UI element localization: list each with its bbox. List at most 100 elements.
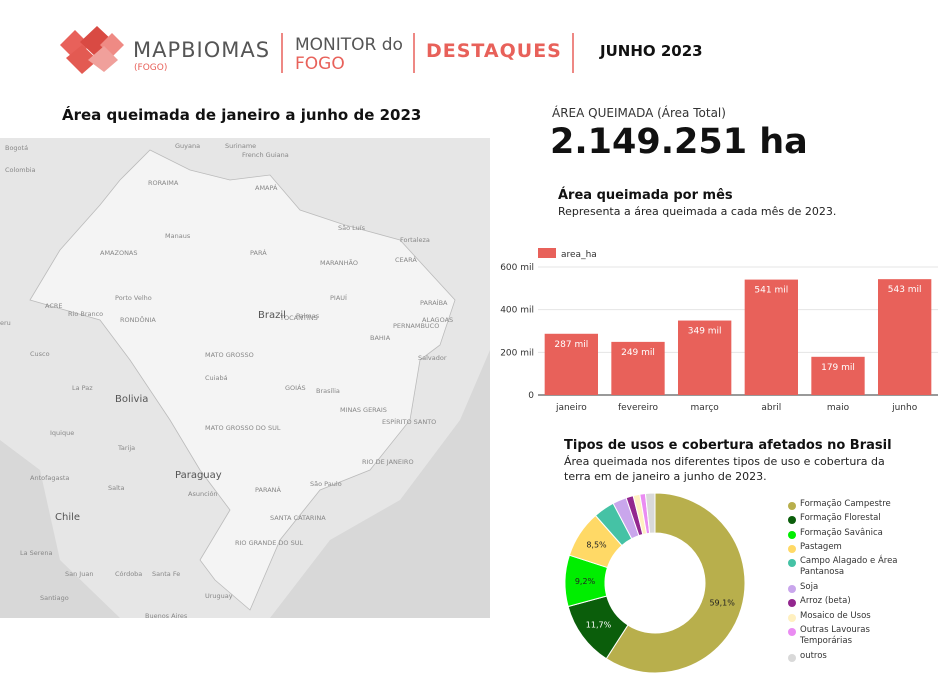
map-label: Santa Fe [152, 570, 180, 578]
map-label: São Paulo [310, 480, 342, 488]
map-label: MINAS GERAIS [340, 406, 387, 414]
map-label: Salta [108, 484, 124, 492]
slice-label: 9,2% [575, 577, 596, 586]
monitor: MONITOR do [295, 35, 403, 55]
x-tick-label: abril [761, 403, 781, 413]
bar-label: 287 mil [554, 340, 588, 350]
y-tick-label: 600 mil [500, 263, 534, 273]
map-label: Rio Branco [68, 310, 103, 318]
section: DESTAQUES [426, 40, 562, 62]
legend-dot [788, 614, 796, 622]
x-tick-label: fevereiro [618, 403, 659, 413]
brand-sub: (FOGO) [134, 63, 168, 73]
map-label: AMAZONAS [100, 249, 138, 257]
bar-label: 543 mil [888, 285, 922, 295]
legend-label: Campo Alagado e Área Pantanosa [800, 556, 898, 577]
map-label: PARÁ [250, 248, 267, 257]
map-label: Salvador [418, 354, 447, 362]
legend-dot [788, 559, 796, 567]
legend-label: Mosaico de Usos [800, 611, 871, 621]
monitor-fogo: FOGO [295, 54, 345, 74]
map-label: Santiago [40, 594, 69, 602]
bar-label: 249 mil [621, 348, 655, 358]
legend-label: Pastagem [800, 542, 842, 552]
map-label: RIO GRANDE DO SUL [235, 539, 303, 547]
map-label: São Luís [338, 224, 366, 232]
legend-label: Soja [800, 582, 819, 592]
bar [678, 320, 732, 395]
y-tick-label: 200 mil [500, 348, 534, 358]
map-label: TOCANTINS [279, 314, 318, 322]
kpi-label: ÁREA QUEIMADA (Área Total) [552, 106, 726, 120]
bar [744, 279, 798, 395]
legend-dot [788, 654, 796, 662]
legend-label: Outras Lavouras Temporárias [800, 625, 870, 646]
x-tick-label: janeiro [555, 403, 587, 413]
map-label: ALAGOAS [422, 316, 453, 324]
bar [544, 333, 598, 395]
map-label: Bogotá [5, 144, 28, 152]
map-label: Manaus [165, 232, 191, 240]
map-label: French Guiana [242, 151, 289, 159]
legend-dot [788, 545, 796, 553]
map-label: Iquique [50, 429, 74, 437]
bar-label: 179 mil [821, 363, 855, 373]
map-label: Brazil [258, 310, 286, 321]
map-label: La Paz [72, 384, 93, 392]
x-tick-label: junho [891, 403, 918, 413]
map-label: MATO GROSSO DO SUL [205, 424, 281, 432]
slice-label: 8,5% [586, 541, 607, 550]
map-label: Palmas [296, 312, 320, 320]
map-label: PARANÁ [255, 485, 282, 494]
map-label: GOIÁS [285, 383, 306, 392]
map-label: RORAIMA [148, 179, 179, 187]
bar-subtitle: Representa a área queimada a cada mês de… [558, 205, 837, 218]
legend-dot [788, 628, 796, 636]
map-label: ESPÍRITO SANTO [382, 417, 436, 426]
map-label: Porto Velho [115, 294, 152, 302]
map-label: Tarija [117, 444, 135, 452]
map-label: Suriname [225, 142, 256, 150]
donut-title: Tipos de usos e cobertura afetados no Br… [564, 438, 892, 453]
map-title: Área queimada de janeiro a junho de 2023 [62, 106, 422, 124]
map-label: La Serena [20, 549, 52, 557]
bar-label: 349 mil [688, 327, 722, 337]
donut-subtitle: Área queimada nos diferentes tipos de us… [564, 455, 885, 483]
map-label: Asunción [188, 490, 218, 498]
map-label: Cusco [30, 350, 50, 358]
x-tick-label: maio [827, 403, 850, 413]
map-label: BAHIA [370, 334, 391, 342]
map-label: eru [0, 319, 11, 327]
x-tick-label: março [691, 403, 720, 413]
slice-label: 11,7% [586, 620, 612, 629]
map-label: Fortaleza [400, 236, 430, 244]
bar [811, 356, 865, 395]
map-label: AMAPÁ [255, 183, 278, 192]
map-label: Buenos Aires [145, 612, 188, 620]
legend-dot [788, 585, 796, 593]
map-label: Cuiabá [205, 374, 228, 382]
legend-dot [788, 531, 796, 539]
legend-label: Formação Campestre [800, 499, 891, 509]
map-label: San Juan [65, 570, 93, 578]
map-label: SANTA CATARINA [270, 514, 326, 522]
brand: MAPBIOMAS [133, 38, 271, 62]
legend-dot [788, 599, 796, 607]
logo [60, 26, 124, 74]
period: JUNHO 2023 [600, 42, 703, 60]
legend-label: Formação Florestal [800, 513, 881, 523]
map-label: Colombia [5, 166, 36, 174]
map-label: Guyana [175, 142, 200, 150]
bar-title: Área queimada por mês [558, 188, 733, 203]
map-label: PARAÍBA [420, 298, 448, 307]
bar [611, 341, 665, 395]
slice-label: 59,1% [709, 599, 735, 608]
kpi-value: 2.149.251 ha [550, 122, 808, 162]
legend-label: Arroz (beta) [800, 596, 851, 606]
y-tick-label: 400 mil [500, 306, 534, 316]
donut-slice [605, 492, 746, 674]
legend-swatch [538, 248, 556, 258]
donut-slice [644, 492, 656, 534]
